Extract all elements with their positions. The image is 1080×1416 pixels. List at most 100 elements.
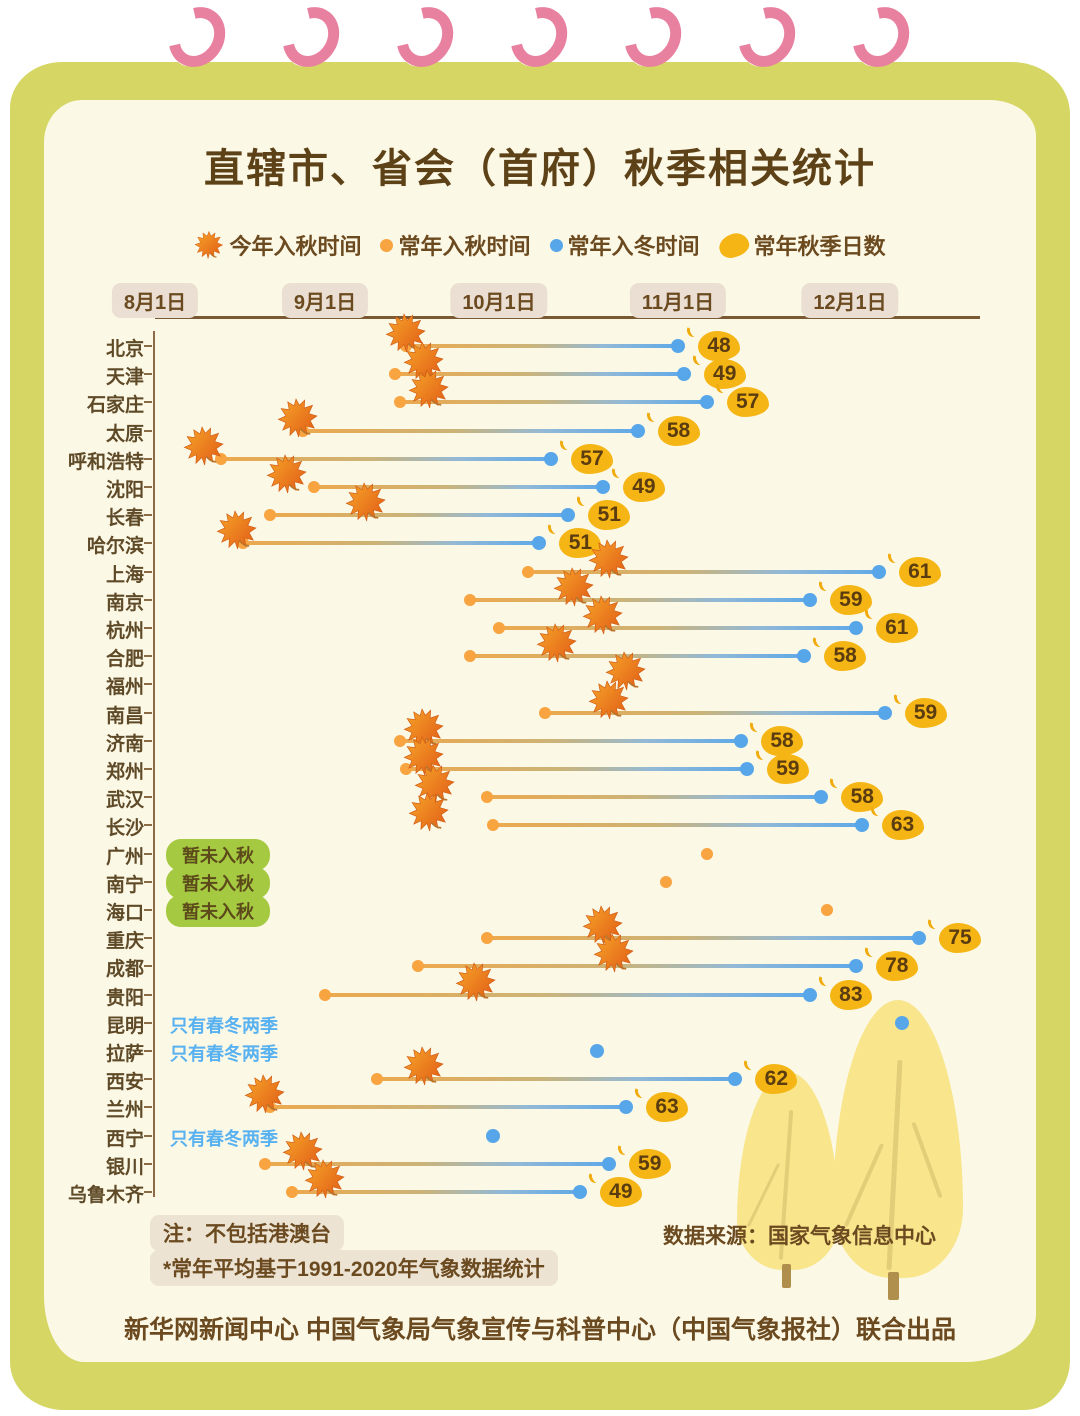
season-span-line [527, 569, 879, 574]
normal-autumn-dot [481, 932, 494, 945]
season-span-line [406, 767, 747, 771]
badge-stem-icon [811, 632, 827, 649]
autumn-days-badge: 83 [817, 971, 872, 1010]
row-tick [144, 401, 152, 404]
normal-winter-dot [699, 395, 714, 410]
blue-dot-icon [549, 238, 563, 252]
normal-winter-dot [848, 959, 863, 974]
badge-stem-icon [558, 435, 574, 452]
normal-autumn-dot [308, 481, 321, 493]
row-tick [144, 1162, 152, 1165]
city-label: 武汉 [105, 790, 144, 812]
normal-winter-dot [630, 423, 645, 438]
season-span-line [417, 964, 856, 969]
row-tick [144, 627, 152, 629]
city-label: 北京 [105, 339, 144, 360]
normal-autumn-dot [394, 396, 407, 409]
season-span-line [314, 485, 603, 489]
this-year-autumn-leaf-icon [580, 592, 626, 638]
city-label: 福州 [105, 677, 144, 699]
badge-stem-icon [863, 942, 879, 959]
city-label: 郑州 [105, 762, 144, 783]
city-label: 杭州 [105, 621, 144, 642]
axis-tick-label: 9月1日 [281, 283, 369, 318]
row-tick [144, 909, 152, 911]
autumn-days-value: 78 [885, 954, 909, 978]
badge-stem-icon [748, 717, 764, 734]
city-label: 上海 [105, 564, 144, 586]
autumn-days-badge: 59 [817, 576, 872, 615]
badge-stem-icon [575, 491, 591, 508]
badge-stem-icon [886, 548, 902, 565]
autumn-days-badge: 59 [891, 689, 947, 728]
autumn-days-value: 49 [632, 475, 656, 498]
badge-stem-icon [828, 773, 845, 790]
row-tick [144, 542, 152, 545]
row-tick [144, 1106, 152, 1109]
this-year-autumn-leaf-icon [586, 536, 632, 582]
season-span-line [303, 428, 638, 433]
not-yet-autumn-badge: 暂未入秋 [166, 866, 270, 899]
this-year-autumn-leaf-icon [181, 423, 227, 469]
row-tick [144, 768, 152, 770]
autumn-days-value: 58 [770, 728, 794, 752]
season-span-line [406, 344, 678, 348]
normal-autumn-dot [521, 565, 534, 578]
season-span-line [545, 710, 885, 715]
x-axis-line [155, 316, 980, 319]
this-year-autumn-leaf-icon [534, 620, 580, 666]
row-tick [144, 655, 152, 658]
autumn-days-value: 58 [850, 785, 874, 809]
autumn-days-badge: 78 [863, 942, 918, 982]
city-label: 海口 [105, 903, 144, 924]
city-label: 南昌 [105, 705, 144, 727]
season-span-line [400, 400, 707, 405]
season-span-line [400, 738, 742, 743]
city-label: 广州 [105, 846, 144, 868]
badge-stem-icon [817, 971, 833, 988]
row-tick [144, 1078, 152, 1081]
normal-winter-dot [728, 1072, 743, 1087]
normal-winter-dot [802, 987, 817, 1002]
normal-winter-dot [734, 733, 749, 748]
this-year-autumn-leaf-icon [603, 648, 649, 694]
row-tick [144, 570, 152, 573]
not-yet-autumn-badge: 暂未入秋 [166, 838, 270, 871]
season-span-line [292, 1190, 580, 1194]
badge-stem-icon [868, 801, 885, 818]
autumn-days-value: 59 [776, 757, 800, 780]
row-tick [144, 1050, 152, 1052]
normal-winter-dot [854, 818, 869, 833]
axis-tick-label: 12月1日 [801, 283, 899, 318]
autumn-days-value: 59 [638, 1151, 662, 1175]
autumn-days-value: 51 [597, 503, 621, 527]
season-span-line [487, 795, 822, 800]
this-year-autumn-leaf-icon [406, 789, 452, 835]
autumn-days-value: 57 [735, 390, 760, 414]
normal-autumn-dot [481, 791, 494, 804]
autumn-days-badge: 58 [811, 632, 867, 672]
normal-winter-dot [601, 1156, 616, 1171]
legend-label: 常年入秋时间 [398, 234, 531, 259]
season-span-line [470, 597, 810, 602]
city-label: 贵阳 [105, 987, 144, 1009]
legend: 今年入秋时间 常年入秋时间 常年入冬时间 常年秋季日数 [0, 229, 1080, 261]
normal-autumn-dot [539, 706, 552, 719]
autumn-days-value: 49 [609, 1180, 633, 1203]
city-label: 昆明 [105, 1015, 144, 1037]
normal-autumn-dot [264, 509, 277, 522]
data-source: 数据来源：国家气象信息中心 [663, 1225, 936, 1248]
this-year-autumn-leaf-icon [274, 395, 320, 441]
this-year-autumn-leaf-icon [401, 1043, 447, 1089]
normal-winter-dot [739, 762, 754, 776]
row-tick [144, 486, 152, 488]
autumn-days-badge: 63 [868, 801, 924, 841]
badge-stem-icon [587, 1168, 603, 1185]
badge-stem-icon [615, 1140, 632, 1157]
row-tick [144, 739, 152, 742]
tree-trunk [888, 1272, 899, 1300]
season-span-line [242, 541, 540, 546]
normal-autumn-dot [319, 988, 331, 1001]
normal-winter-dot [676, 367, 691, 382]
